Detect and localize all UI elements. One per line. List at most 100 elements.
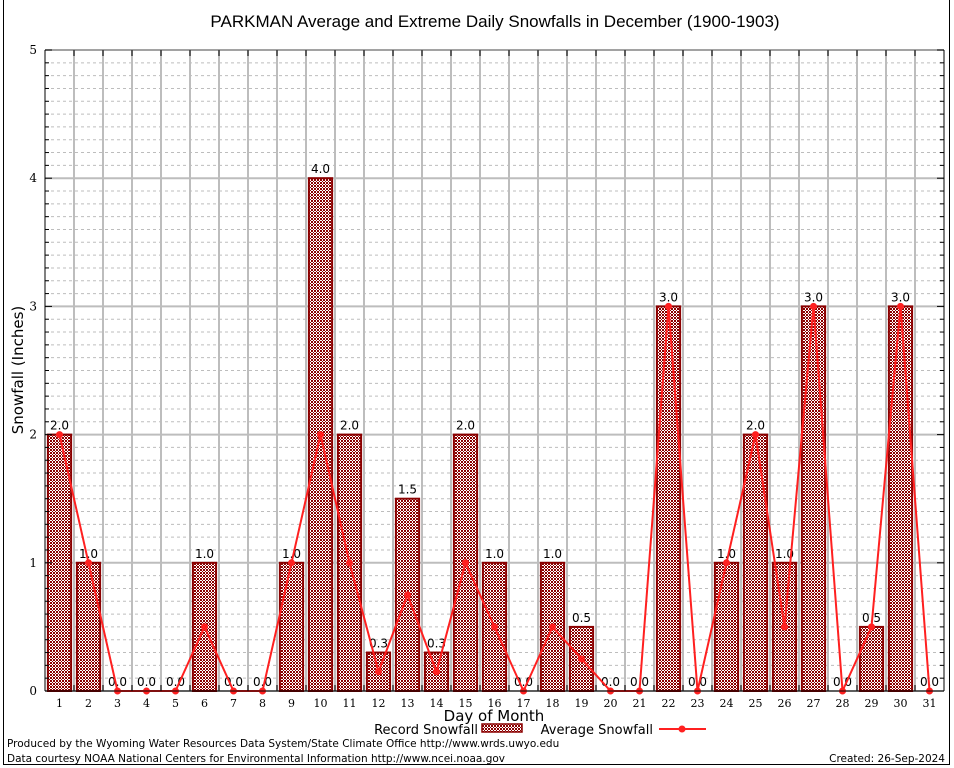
x-tick-label: 7 <box>230 697 237 710</box>
average-point <box>723 559 730 567</box>
x-tick-label: 16 <box>488 697 502 710</box>
average-point <box>433 668 440 676</box>
average-point <box>897 302 904 310</box>
x-tick-labels: 1 2 3 4 5 6 7 8 9 10 11 12 13 14 15 16 17 18 19 20 21 22 23 24 2… <box>56 697 937 710</box>
x-tick-label: 5 <box>172 697 179 710</box>
x-tick-label: 1 <box>56 697 63 710</box>
average-point <box>375 668 382 676</box>
x-tick-label: 25 <box>749 697 763 710</box>
axes <box>44 49 945 692</box>
chart-frame <box>3 0 950 765</box>
bar-value-label: 1.0 <box>775 547 794 561</box>
bar-value-label: 2.0 <box>50 419 69 433</box>
x-tick-label: 28 <box>836 697 850 710</box>
x-tick-label: 2 <box>85 697 92 710</box>
x-tick-label: 22 <box>662 697 676 710</box>
legend-marker-average <box>678 725 686 733</box>
legend-label-record: Record Snowfall <box>374 723 478 738</box>
average-point <box>56 431 63 439</box>
x-tick-label: 29 <box>865 697 879 710</box>
bar-value-label: 2.0 <box>340 419 359 433</box>
bar-value-label: 0.0 <box>253 675 272 689</box>
x-tick-label: 17 <box>517 697 531 710</box>
average-point <box>868 623 875 631</box>
average-point <box>810 302 817 310</box>
x-tick-label: 26 <box>778 697 792 710</box>
x-tick-label: 31 <box>923 697 937 710</box>
average-point <box>288 559 295 567</box>
record-bar <box>713 561 740 692</box>
legend-label-average: Average Snowfall <box>541 723 653 738</box>
x-tick-label: 24 <box>720 697 734 710</box>
legend: Record Snowfall Average Snowfall <box>374 723 706 738</box>
bar-value-label: 1.0 <box>485 547 504 561</box>
x-tick-label: 23 <box>691 697 705 710</box>
average-point <box>549 623 556 631</box>
x-tick-label: 27 <box>807 697 821 710</box>
x-tick-label: 3 <box>114 697 121 710</box>
bar-value-label: 3.0 <box>891 290 910 304</box>
bar-value-label: 1.5 <box>398 483 417 497</box>
average-point <box>781 623 788 631</box>
y-tick-labels: 0 1 2 3 4 5 <box>29 43 37 698</box>
bar-value-label: 1.0 <box>79 547 98 561</box>
average-point <box>578 655 585 663</box>
bar-value-label: 0.0 <box>108 675 127 689</box>
grid <box>45 49 944 692</box>
y-tick-label: 2 <box>29 428 37 442</box>
x-tick-label: 9 <box>288 697 295 710</box>
average-point <box>491 623 498 631</box>
footer-produced-by: Produced by the Wyoming Water Resources … <box>7 738 559 750</box>
bar-value-label: 0.3 <box>427 637 446 651</box>
footer-data-courtesy: Data courtesy NOAA National Centers for … <box>7 753 505 765</box>
x-tick-label: 13 <box>401 697 415 710</box>
bar-value-label: 0.0 <box>137 675 156 689</box>
bar-value-label: 4.0 <box>311 162 330 176</box>
x-tick-label: 20 <box>604 697 618 710</box>
average-point <box>462 559 469 567</box>
bar-value-label: 2.0 <box>456 419 475 433</box>
bar-value-label: 2.0 <box>746 419 765 433</box>
average-point <box>317 431 324 439</box>
x-tick-label: 11 <box>343 697 357 710</box>
record-bar <box>800 305 827 692</box>
y-tick-label: 4 <box>29 171 37 185</box>
bar-value-label: 1.0 <box>282 547 301 561</box>
chart-title: PARKMAN Average and Extreme Daily Snowfa… <box>210 12 779 31</box>
y-tick-label: 0 <box>29 684 37 698</box>
average-point <box>346 559 353 567</box>
y-tick-label: 1 <box>29 556 37 570</box>
y-axis-label: Snowfall (Inches) <box>9 306 27 434</box>
record-bar <box>887 305 914 692</box>
y-tick-label: 5 <box>29 43 37 57</box>
x-tick-label: 15 <box>459 697 473 710</box>
x-tick-label: 18 <box>546 697 560 710</box>
bar-value-label: 3.0 <box>804 290 823 304</box>
bar-value-label: 1.0 <box>195 547 214 561</box>
x-tick-label: 14 <box>430 697 444 710</box>
x-tick-label: 12 <box>372 697 386 710</box>
average-point <box>201 623 208 631</box>
x-axis-label: Day of Month <box>444 707 545 725</box>
bar-value-label: 0.5 <box>572 611 591 625</box>
y-tick-label: 3 <box>29 299 37 313</box>
bar-value-label: 0.0 <box>601 675 620 689</box>
x-tick-label: 8 <box>259 697 266 710</box>
x-tick-label: 10 <box>314 697 328 710</box>
bar-value-label: 0.3 <box>369 637 388 651</box>
record-bar <box>278 561 305 692</box>
x-tick-label: 30 <box>894 697 908 710</box>
bar-value-label: 1.0 <box>717 547 736 561</box>
x-tick-label: 4 <box>143 697 150 710</box>
bar-value-label: 1.0 <box>543 547 562 561</box>
bar-value-label: 3.0 <box>659 290 678 304</box>
record-bar <box>655 305 682 692</box>
average-point <box>404 591 411 599</box>
x-tick-label: 19 <box>575 697 589 710</box>
average-point <box>85 559 92 567</box>
average-point <box>665 302 672 310</box>
x-tick-label: 21 <box>633 697 647 710</box>
record-bar <box>858 625 885 693</box>
legend-swatch-record <box>481 723 523 733</box>
